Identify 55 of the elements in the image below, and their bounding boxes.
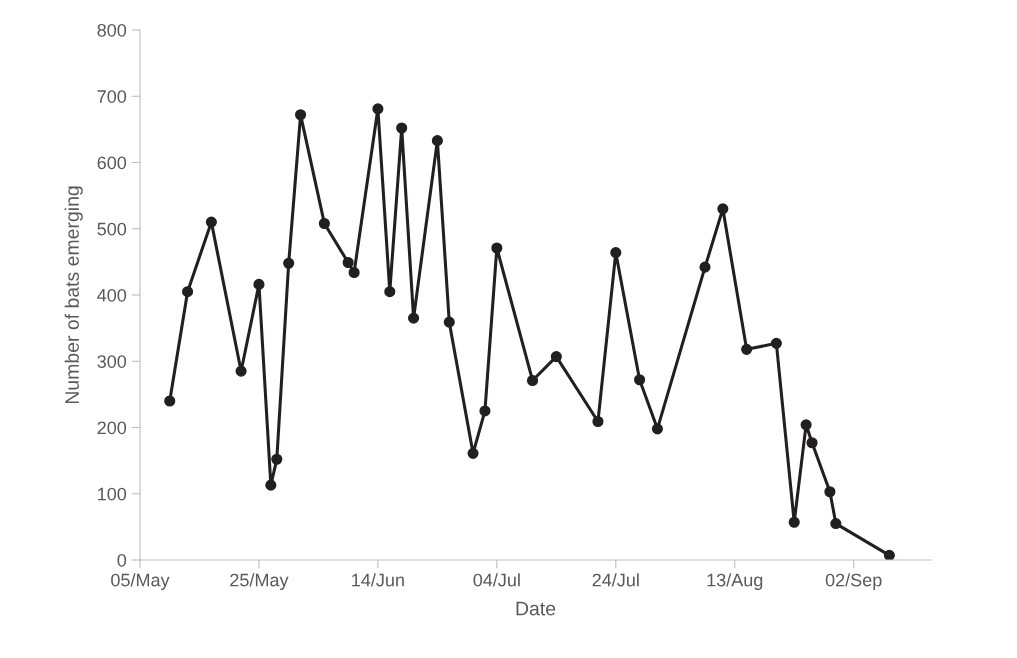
point <box>235 365 247 377</box>
x-tick-label: 13/Aug <box>707 573 763 591</box>
point <box>372 103 384 115</box>
x-tick-label: 02/Sep <box>825 573 882 591</box>
y-tick-label: 700 <box>97 90 127 103</box>
point <box>431 135 443 147</box>
point <box>408 312 420 324</box>
point <box>806 437 818 449</box>
x-tick-label: 05/May <box>111 573 170 591</box>
point <box>164 395 176 407</box>
y-tick-label: 200 <box>97 421 127 435</box>
point <box>205 216 217 228</box>
point <box>770 337 782 349</box>
point <box>182 286 194 298</box>
y-tick-label: 100 <box>98 487 127 501</box>
point <box>253 278 265 290</box>
point <box>479 405 491 417</box>
point <box>271 453 283 465</box>
point <box>800 419 812 431</box>
point <box>265 479 277 491</box>
point <box>526 374 539 387</box>
point <box>491 242 503 254</box>
point <box>634 374 646 386</box>
point <box>699 261 711 273</box>
x-tick-label: 04/Jul <box>473 573 520 587</box>
point <box>295 109 307 121</box>
point <box>318 217 330 230</box>
point <box>467 447 479 459</box>
x-tick-label: 25/May <box>230 573 289 591</box>
point <box>651 423 663 435</box>
point <box>830 518 842 530</box>
point <box>824 486 836 498</box>
y-tick-label: 0 <box>117 553 127 567</box>
point <box>348 266 360 279</box>
point <box>443 316 455 328</box>
point <box>741 343 753 355</box>
point <box>283 257 295 269</box>
y-tick-label: 500 <box>97 222 127 236</box>
y-tick-label: 800 <box>97 23 127 37</box>
y-tick-label: 600 <box>97 156 127 170</box>
point <box>717 203 729 215</box>
point <box>592 415 604 428</box>
point <box>396 122 408 134</box>
y-axis-title: Number of bats emerging <box>64 186 83 404</box>
point <box>610 247 622 259</box>
y-tick-label: 300 <box>97 355 127 368</box>
y-tick-label: 400 <box>97 288 127 302</box>
x-axis-title: Date <box>516 601 556 616</box>
x-tick-label: 24/Jul <box>592 573 639 587</box>
point <box>788 516 800 528</box>
point <box>883 549 895 560</box>
point <box>550 351 562 363</box>
x-tick-label: 14/Jun <box>352 573 404 587</box>
point <box>384 286 396 298</box>
point <box>342 256 354 269</box>
